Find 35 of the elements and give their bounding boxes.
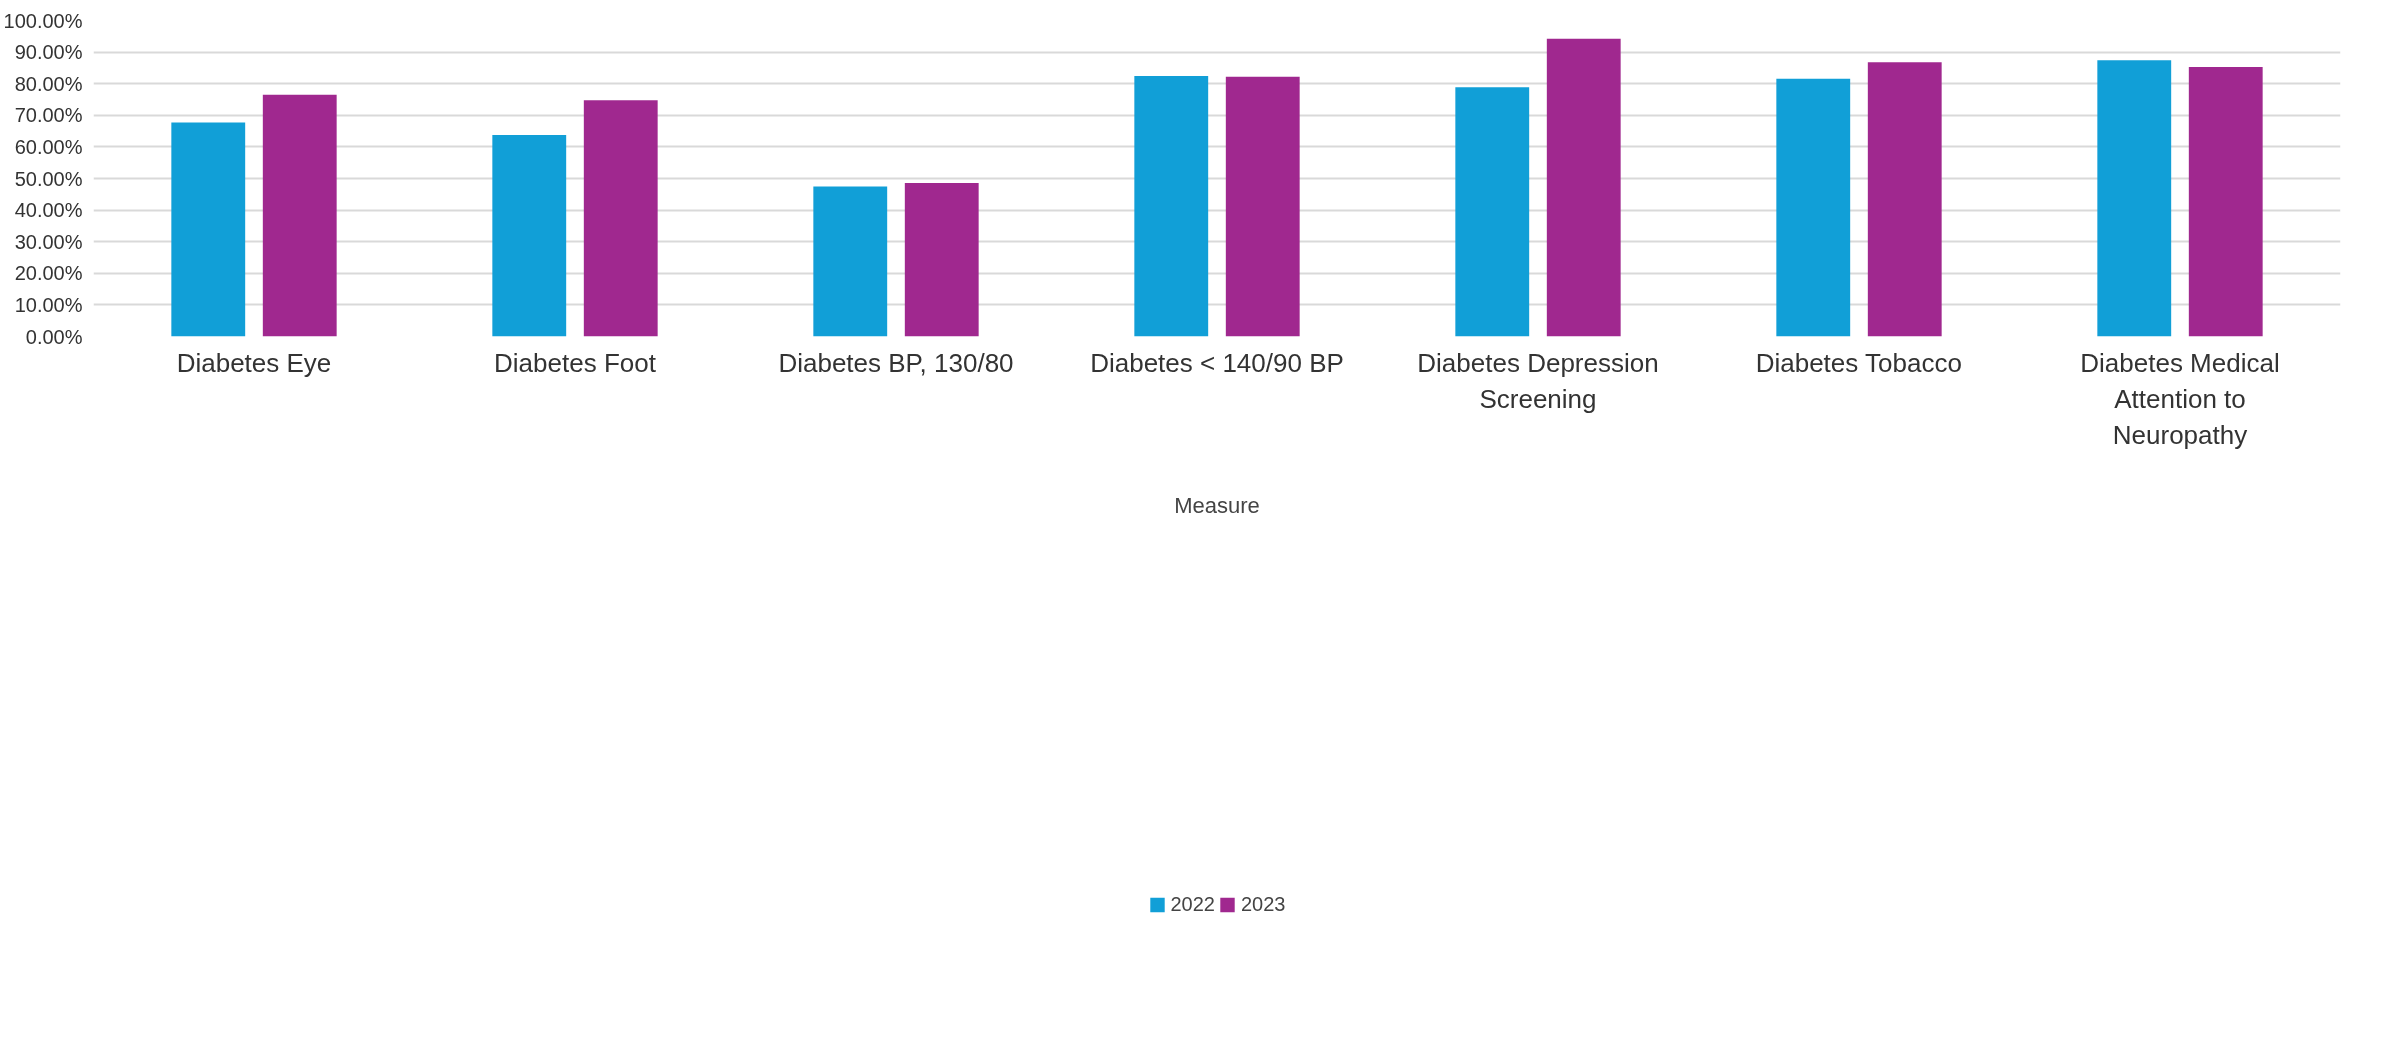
y-tick-label: 40.00%	[14, 199, 83, 222]
x-tick-label: Diabetes < 140/90 BP	[1090, 347, 1344, 378]
bar	[492, 134, 567, 337]
y-tick-label: 70.00%	[14, 104, 83, 127]
bar	[171, 122, 246, 337]
x-tick-label: Diabetes Tobacco	[1755, 347, 1962, 378]
bar	[1546, 38, 1621, 337]
bar	[2097, 60, 2172, 337]
x-axis-title: Measure	[1174, 492, 1260, 518]
y-tick-label: 80.00%	[14, 72, 83, 95]
bar	[1776, 78, 1851, 337]
x-tick-label: Diabetes Depression Screening	[1417, 347, 1659, 414]
bar	[1225, 76, 1300, 337]
bar	[1867, 62, 1942, 337]
x-tick-label: Diabetes Medical Attention to Neuropathy	[2080, 347, 2280, 450]
x-tick-label: Diabetes Eye	[176, 347, 332, 378]
y-tick-label: 0.00%	[25, 325, 83, 348]
y-tick-label: 100.00%	[3, 9, 83, 32]
x-tick-label: Diabetes BP, 130/80	[778, 347, 1014, 378]
legend-label: 2022	[1170, 892, 1215, 916]
y-tick-label: 60.00%	[14, 135, 83, 158]
y-tick-label: 50.00%	[14, 167, 83, 190]
bar	[813, 186, 888, 337]
bar	[904, 182, 979, 337]
y-tick-label: 90.00%	[14, 41, 83, 64]
y-tick-label: 20.00%	[14, 262, 83, 285]
bar	[262, 94, 337, 337]
bar	[1134, 76, 1209, 337]
y-tick-label: 10.00%	[14, 293, 83, 316]
legend-label: 2023	[1241, 892, 1286, 916]
y-tick-label: 30.00%	[14, 230, 83, 253]
bar	[583, 100, 658, 337]
x-tick-label: Diabetes Foot	[494, 347, 657, 378]
bar	[2188, 66, 2263, 337]
bar	[1455, 87, 1530, 337]
